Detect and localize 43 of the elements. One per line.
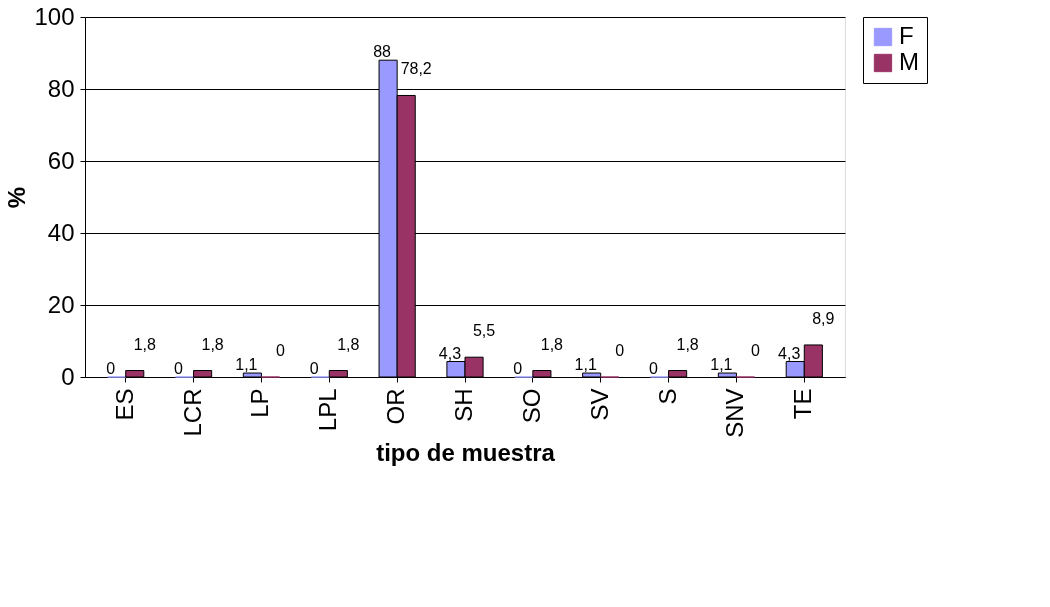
x-tick-label: S: [653, 388, 681, 405]
x-tick-label: LCR: [178, 388, 206, 437]
x-tick-label: SH: [450, 388, 477, 422]
data-label: 0: [649, 360, 659, 377]
x-tick-label: ES: [110, 388, 138, 421]
x-tick-label: TE: [789, 388, 817, 420]
data-label: 0: [106, 360, 116, 377]
data-label: 0: [513, 360, 523, 377]
y-tick-label: 100: [34, 2, 75, 30]
y-tick-label: 20: [47, 290, 75, 318]
y-tick-label: 40: [47, 218, 75, 246]
data-label: 1,8: [676, 335, 699, 353]
data-label: 4,3: [438, 344, 462, 362]
x-tick-label: SNV: [721, 388, 749, 438]
data-label: 1,8: [540, 335, 564, 353]
data-label: 0: [276, 342, 286, 359]
data-label: 1,8: [133, 335, 156, 353]
legend-label: M: [899, 48, 919, 75]
data-label: 5,5: [472, 322, 496, 340]
x-tick-label: SV: [585, 388, 613, 421]
data-label: 4,3: [778, 344, 801, 362]
x-tick-label: LPL: [314, 388, 342, 432]
y-tick-label: 60: [47, 146, 75, 174]
data-label: 0: [309, 360, 319, 377]
x-tick-label: LP: [246, 388, 274, 418]
data-label: 1,8: [337, 335, 360, 353]
data-label: 1,1: [710, 356, 733, 374]
y-tick-label: 80: [47, 74, 75, 102]
data-label: 88: [373, 43, 392, 61]
data-label: 0: [615, 342, 625, 359]
y-tick-label: 0: [61, 362, 75, 390]
data-label: 0: [174, 360, 184, 377]
y-axis-title: %: [3, 186, 31, 209]
legend-label: F: [899, 22, 914, 49]
x-tick-label: OR: [382, 388, 410, 425]
data-label: 0: [751, 342, 761, 359]
data-label: 78,2: [400, 60, 432, 78]
x-tick-label: SO: [517, 388, 545, 424]
data-label: 1,1: [235, 356, 258, 374]
data-label: 1,1: [574, 356, 597, 374]
data-label: 1,8: [201, 335, 224, 353]
x-axis-title: tipo de muestra: [376, 438, 556, 466]
data-label: 8,9: [812, 309, 835, 327]
